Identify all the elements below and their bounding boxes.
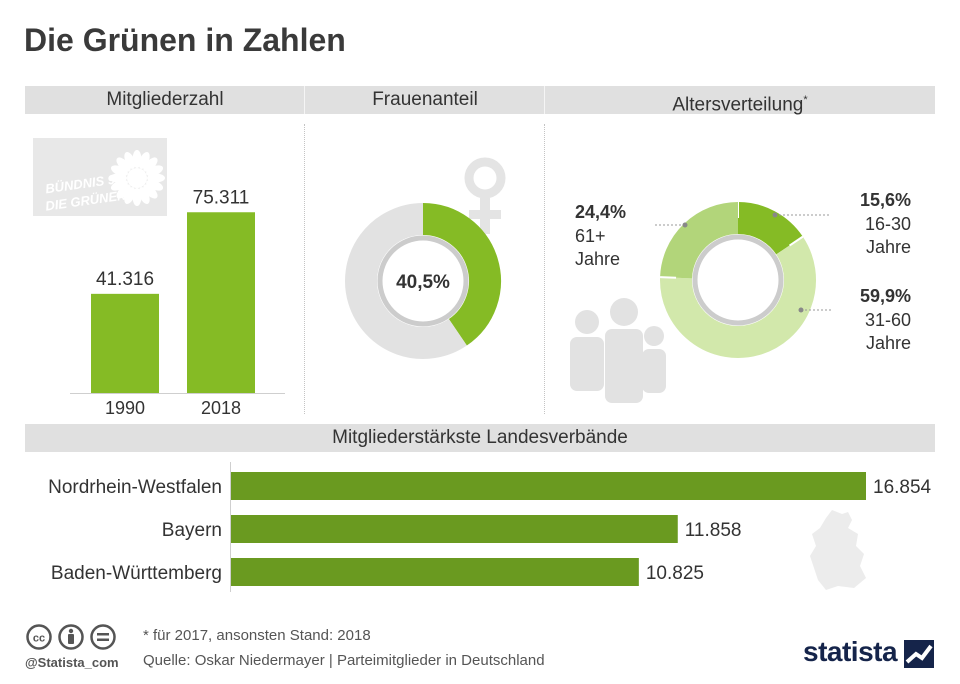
donut-segment-3 [660, 202, 739, 280]
states-section-band: Mitgliederstärkste Landesverbände [25, 424, 935, 452]
category-label: Baden-Württemberg [51, 563, 222, 584]
segment-unit-label: Jahre [866, 237, 911, 257]
statista-handle: @Statista_com [25, 655, 119, 670]
donut-inner-ring [377, 235, 469, 327]
age-heading-mark: * [803, 94, 808, 106]
segment-range-label: 31-60 [865, 310, 911, 330]
bar-value-label: 75.311 [193, 187, 250, 208]
nd-icon [90, 624, 116, 650]
statista-logo-text: statista [803, 636, 898, 667]
bar-value-label: 41.316 [96, 269, 154, 290]
category-label: Bayern [162, 520, 222, 541]
top-section-band: Mitgliederzahl Frauenanteil Altersvertei… [25, 86, 935, 116]
segment-range-label: 61+ [575, 226, 606, 246]
x-tick-label: 2018 [201, 398, 241, 418]
svg-text:cc: cc [33, 633, 45, 645]
footnote: * für 2017, ansonsten Stand: 2018 [143, 627, 371, 644]
cc-icon: cc [26, 624, 52, 650]
bar-value-label: 11.858 [685, 520, 742, 541]
bar-2 [231, 515, 678, 543]
bar-1 [231, 472, 866, 500]
x-tick-label: 1990 [105, 398, 145, 418]
segment-percent-label: 24,4% [575, 202, 626, 222]
members-bar-chart: 41.316 1990 75.311 2018 [70, 187, 285, 418]
bar-2018 [187, 212, 255, 393]
donut-segment-rest [345, 203, 467, 359]
column-separator [544, 124, 545, 414]
leader-dot [798, 307, 804, 313]
bar-3 [231, 558, 639, 586]
donut-segment-women [422, 203, 501, 346]
segment-unit-label: Jahre [575, 249, 620, 269]
age-heading: Altersverteilung* [672, 94, 808, 116]
party-logo: BÜNDNIS 90 DIE GRÜNEN [33, 138, 167, 216]
segment-unit-label: Jahre [866, 333, 911, 353]
by-icon [58, 624, 84, 650]
statista-logo-icon [904, 640, 934, 668]
segment-range-label: 16-30 [865, 214, 911, 234]
column-separator [304, 124, 305, 414]
page-title: Die Grünen in Zahlen [24, 22, 346, 58]
age-donut-chart: 15,6% 16-30 Jahre 59,9% 31-60 Jahre 24,4% 61+ Ja… [570, 190, 911, 403]
members-heading: Mitgliederzahl [106, 89, 224, 110]
band-divider [544, 86, 545, 114]
segment-divider [788, 235, 804, 247]
female-symbol-icon [464, 157, 506, 234]
women-donut-chart: 40,5% [345, 157, 506, 359]
bar-1990 [91, 293, 159, 393]
license-icons: cc [25, 623, 119, 656]
states-heading: Mitgliederstärkste Landesverbände [332, 427, 628, 448]
donut-center-label: 40,5% [396, 272, 450, 293]
bar-value-label: 10.825 [646, 563, 704, 584]
leader-dot [682, 222, 688, 228]
states-bar-chart: Nordrhein-Westfalen 16.854 Bayern 11.858 Bad… [48, 462, 932, 592]
family-icon [570, 298, 666, 403]
germany-map-icon [810, 510, 866, 590]
source-note: Quelle: Oskar Niedermayer | Parteimitgli… [143, 652, 545, 669]
sunflower-icon [109, 150, 165, 206]
donut-segment-2 [660, 236, 816, 358]
donut-inner-ring [692, 234, 784, 326]
band-divider [304, 86, 305, 114]
bar-value-label: 16.854 [873, 477, 932, 498]
segment-percent-label: 59,9% [860, 286, 911, 306]
women-heading: Frauenanteil [372, 89, 478, 110]
segment-percent-label: 15,6% [860, 190, 911, 210]
category-label: Nordrhein-Westfalen [48, 477, 222, 498]
donut-segment-1 [737, 202, 803, 256]
leader-dot [772, 212, 778, 218]
segment-divider [660, 276, 677, 279]
